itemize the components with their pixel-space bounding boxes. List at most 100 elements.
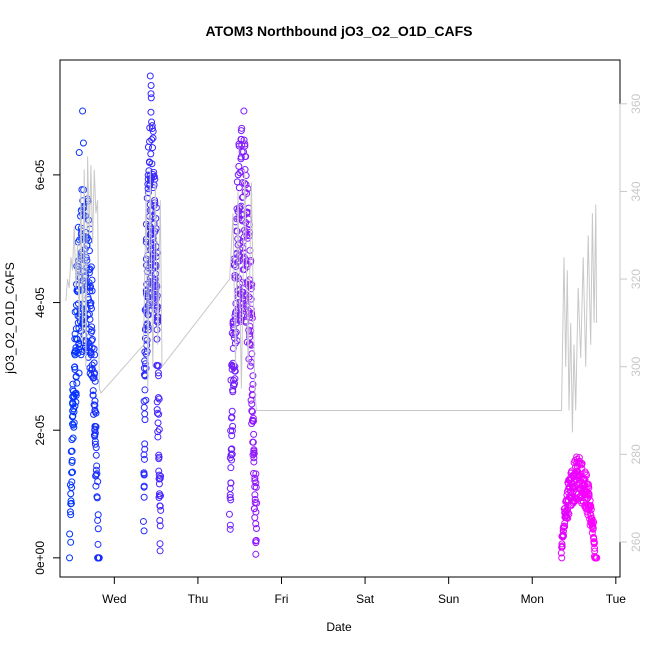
data-point	[67, 511, 75, 519]
data-point	[231, 363, 239, 371]
data-point	[235, 184, 243, 192]
data-point	[150, 173, 158, 181]
data-point	[252, 537, 260, 545]
data-point	[148, 136, 156, 144]
data-point	[591, 547, 599, 555]
data-point	[156, 492, 164, 500]
data-point	[94, 516, 102, 524]
data-point	[148, 125, 156, 133]
data-point	[68, 458, 76, 466]
data-point	[92, 471, 100, 479]
data-point	[249, 380, 257, 388]
data-point	[157, 506, 165, 514]
data-point	[587, 505, 595, 513]
data-point	[140, 403, 148, 411]
data-point	[77, 351, 85, 359]
data-point	[89, 387, 97, 395]
y2-tick-label: 360	[629, 93, 643, 113]
data-point	[148, 118, 156, 126]
y-tick-label: 2e-05	[33, 415, 47, 446]
data-point	[559, 532, 567, 540]
data-point	[73, 335, 81, 343]
data-point	[142, 396, 150, 404]
data-point	[235, 162, 243, 170]
data-point	[88, 327, 96, 335]
data-point	[246, 340, 254, 348]
data-point	[71, 365, 79, 373]
data-point	[141, 386, 149, 394]
data-point	[250, 458, 258, 466]
y-tick-label: 6e-05	[33, 159, 47, 190]
data-point	[68, 478, 76, 486]
data-point	[147, 150, 155, 158]
data-point	[250, 446, 258, 454]
data-point	[79, 139, 87, 147]
data-point	[88, 335, 96, 343]
data-point	[249, 414, 257, 422]
data-point	[91, 351, 99, 359]
data-point	[68, 447, 76, 455]
data-point	[253, 499, 261, 507]
data-point	[155, 453, 163, 461]
data-point	[558, 554, 566, 562]
data-point	[157, 472, 165, 480]
data-point	[88, 323, 96, 331]
data-point	[87, 283, 94, 290]
y-tick-label: 4e-05	[33, 287, 47, 318]
data-point	[75, 149, 83, 157]
data-point	[153, 409, 161, 417]
data-point	[154, 369, 162, 377]
x-tick-label: Tue	[606, 592, 627, 606]
data-point	[252, 520, 260, 528]
data-point	[94, 525, 102, 533]
data-point	[88, 276, 96, 284]
y2-tick-label: 300	[629, 356, 643, 376]
data-point	[147, 90, 155, 98]
data-point	[228, 445, 236, 453]
data-point	[231, 367, 239, 375]
data-point	[141, 440, 149, 448]
data-point	[93, 470, 101, 478]
data-point	[95, 554, 103, 562]
data-point	[593, 554, 601, 562]
data-point	[583, 471, 591, 479]
data-point	[147, 108, 155, 116]
data-point	[74, 288, 82, 296]
data-point	[92, 444, 100, 452]
y-axis-label: jO3_O2_O1D_CAFS	[3, 262, 17, 374]
data-point	[147, 82, 155, 90]
data-point	[228, 450, 236, 458]
point-layer	[66, 72, 601, 562]
data-point	[67, 490, 75, 498]
data-point	[228, 407, 236, 415]
data-point	[140, 470, 148, 478]
x-tick-label: Wed	[102, 592, 126, 606]
data-point	[248, 407, 256, 415]
x-tick-label: Thu	[188, 592, 209, 606]
data-point	[578, 460, 586, 468]
data-point	[238, 124, 246, 132]
data-point	[241, 292, 249, 300]
data-point	[585, 492, 593, 500]
y2-tick-label: 280	[629, 444, 643, 464]
data-point	[93, 462, 101, 470]
data-point	[156, 547, 164, 555]
data-point	[152, 295, 160, 303]
data-point	[92, 466, 100, 474]
data-point	[72, 398, 80, 406]
data-point	[153, 406, 161, 414]
data-point	[84, 311, 92, 319]
data-point	[252, 479, 260, 487]
data-point	[93, 494, 101, 502]
data-point	[227, 464, 235, 472]
data-point	[92, 482, 100, 490]
data-point	[247, 295, 255, 303]
data-point	[249, 438, 257, 446]
data-point	[146, 138, 154, 146]
data-point	[70, 423, 78, 431]
data-point	[140, 482, 148, 490]
data-point	[249, 417, 257, 425]
data-point	[236, 169, 244, 177]
data-point	[94, 511, 102, 519]
data-point	[234, 241, 242, 249]
